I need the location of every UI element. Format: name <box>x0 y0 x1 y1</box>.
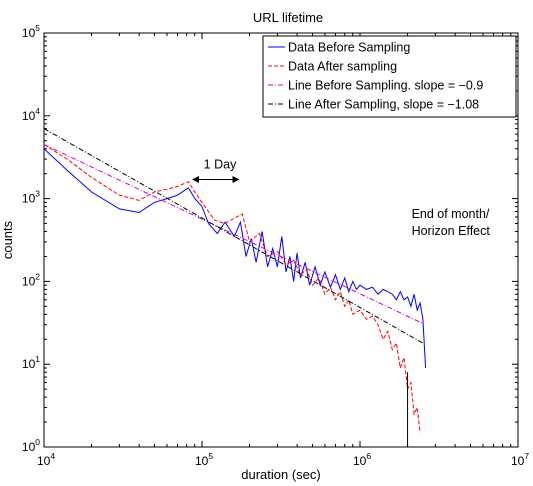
x-tick-label: 104 <box>37 451 55 468</box>
series-line-0 <box>43 148 427 369</box>
y-tick-label: 104 <box>22 106 40 123</box>
y-axis-label: counts <box>0 220 15 259</box>
arrow-head-left <box>191 176 199 184</box>
ticks-layer: 104 105 106 107 100 101 102 103 104 105 <box>22 23 529 468</box>
series-line-3 <box>43 128 424 344</box>
arrow-head-right <box>232 176 240 184</box>
y-tick-label: 103 <box>22 189 40 206</box>
series-layer <box>43 128 427 447</box>
y-tick-label: 105 <box>22 23 40 40</box>
legend-label: Data Before Sampling <box>288 41 410 55</box>
chart-title: URL lifetime <box>253 10 323 25</box>
one-day-label: 1 Day <box>204 158 237 172</box>
x-tick-label: 107 <box>511 451 529 468</box>
y-tick-label: 102 <box>22 271 40 288</box>
x-tick-label: 106 <box>353 451 371 468</box>
legend-box <box>262 35 517 118</box>
x-tick-label: 105 <box>195 451 213 468</box>
horizon-effect-label: End of month/ <box>412 207 490 221</box>
y-tick-label: 101 <box>22 354 40 371</box>
legend-label: Line Before Sampling. slope = −0.9 <box>288 79 483 93</box>
legend-label: Data After sampling <box>288 60 397 74</box>
annotations: 1 Day End of month/Horizon Effect <box>191 158 491 238</box>
horizon-effect-label: Horizon Effect <box>412 224 491 238</box>
x-axis-label: duration (sec) <box>241 467 320 482</box>
legend-label: Line After Sampling, slope = −1.08 <box>288 98 479 112</box>
series-line-1 <box>43 144 421 433</box>
y-tick-label: 100 <box>22 437 40 454</box>
legend: Data Before Sampling Data After sampling L… <box>262 35 517 118</box>
